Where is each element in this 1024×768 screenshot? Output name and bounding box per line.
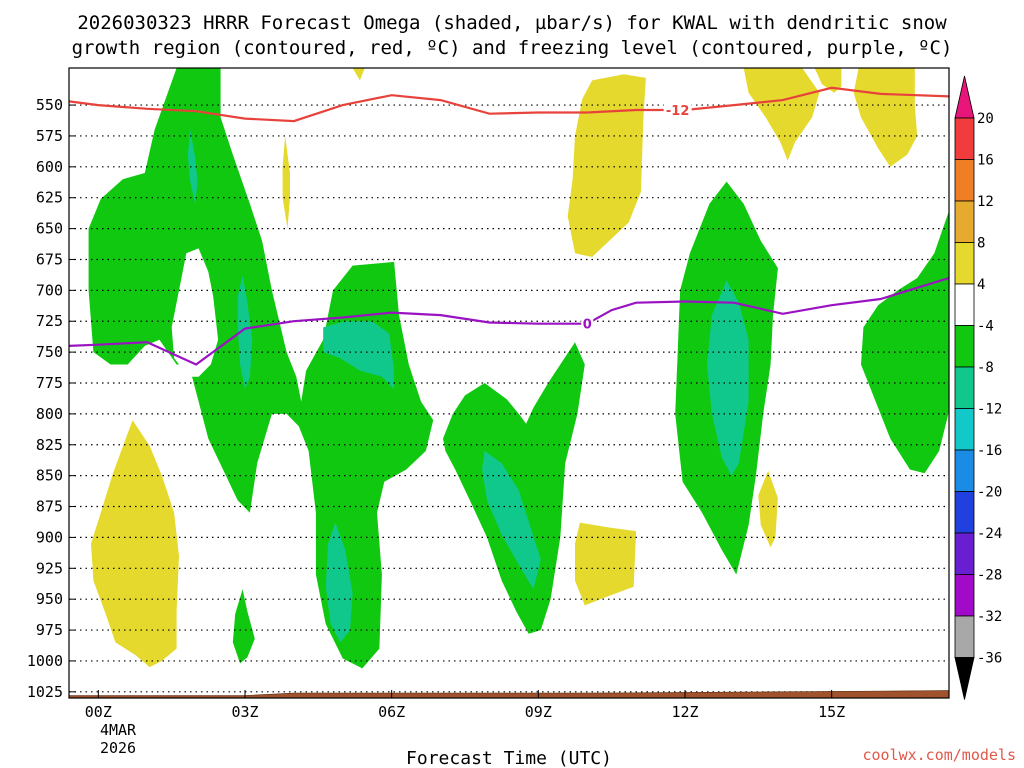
colorbar-label--32: -32 <box>977 609 1002 625</box>
chart-title-line1: 2026030323 HRRR Forecast Omega (shaded, … <box>77 12 947 34</box>
y-tick-label-925: 925 <box>36 559 63 577</box>
y-tick-label-825: 825 <box>36 436 63 454</box>
y-tick-label-850: 850 <box>36 467 63 485</box>
colorbar-label--8: -8 <box>977 360 994 376</box>
omega-region-7 <box>237 275 253 390</box>
omega-region-14 <box>352 68 365 81</box>
y-tick-label-725: 725 <box>36 312 63 330</box>
x-tick-label-03Z: 03Z <box>231 703 258 721</box>
y-tick-label-700: 700 <box>36 281 63 299</box>
colorbar-label-16: 16 <box>977 153 994 169</box>
colorbar-bin-4-to-8 <box>954 242 975 285</box>
y-tick-label-625: 625 <box>36 189 63 207</box>
omega-region-10 <box>482 450 541 590</box>
date-label-day: 4MAR <box>100 721 137 739</box>
y-tick-label-1000: 1000 <box>27 652 63 670</box>
colorbar-bin--24-to--20 <box>954 491 975 534</box>
omega-region-15 <box>567 74 646 257</box>
y-axis: 550 575 600 625 650 675 700 725 750 775 800 825 850 8… <box>27 96 76 701</box>
omega-region-16 <box>575 522 637 606</box>
colorbar-label--12: -12 <box>977 402 1002 418</box>
y-tick-label-800: 800 <box>36 405 63 423</box>
y-tick-label-550: 550 <box>36 96 63 114</box>
colorbar-label--20: -20 <box>977 485 1002 501</box>
colorbar-bin--32-to--28 <box>954 574 975 617</box>
y-tick-label-775: 775 <box>36 374 63 392</box>
colorbar-label--16: -16 <box>977 443 1002 459</box>
x-tick-label-06Z: 06Z <box>378 703 405 721</box>
colorbar-bin--8-to--4 <box>954 325 975 368</box>
omega-region-11 <box>707 280 749 476</box>
x-axis-label: Forecast Time (UTC) <box>406 748 612 768</box>
contour-lines: -12 0 <box>69 86 949 366</box>
freezing-level-contour-label-bg <box>581 315 594 331</box>
colorbar-bin--36-to--32 <box>954 615 975 658</box>
omega-region-2 <box>232 589 255 664</box>
x-tick-label-15Z: 15Z <box>818 703 845 721</box>
colorbar-label--24: -24 <box>977 526 1002 542</box>
freezing-level-contour-label: 0 <box>583 318 592 333</box>
omega-region-9 <box>325 522 353 643</box>
colorbar-bin--12-to--8 <box>954 366 975 409</box>
omega-region-17 <box>758 470 778 548</box>
y-tick-label-600: 600 <box>36 158 63 176</box>
colorbar-top-arrow <box>954 75 975 119</box>
omega-region-13 <box>282 135 290 229</box>
colorbar-bin--4-to-4 <box>954 283 975 326</box>
date-label-year: 2026 <box>100 739 136 757</box>
colorbar-label-4: 4 <box>977 277 985 293</box>
dgz-contour-label-bg <box>663 102 692 117</box>
colorbar-label--28: -28 <box>977 568 1002 584</box>
y-tick-label-575: 575 <box>36 127 63 145</box>
dgz-contour-line <box>69 86 949 123</box>
colorbar-label--36: -36 <box>977 651 1002 667</box>
omega-region-5 <box>861 210 949 474</box>
y-tick-label-1025: 1025 <box>27 683 63 701</box>
y-tick-label-875: 875 <box>36 498 63 516</box>
colorbar-bin-16-to-20 <box>954 117 975 160</box>
colorbar-label-20: 20 <box>977 111 994 127</box>
colorbar-label--4: -4 <box>977 319 994 335</box>
freezing-level-contour-line <box>69 276 949 366</box>
omega-shading <box>88 68 949 669</box>
chart-title-line2: growth region (contoured, red, ºC) and f… <box>72 37 953 59</box>
colorbar-bin-12-to-16 <box>954 159 975 202</box>
omega-region-1 <box>171 248 219 377</box>
y-tick-label-750: 750 <box>36 343 63 361</box>
colorbar-label-8: 8 <box>977 236 985 252</box>
x-tick-label-00Z: 00Z <box>85 703 112 721</box>
pressure-gridlines <box>69 104 949 693</box>
y-tick-label-650: 650 <box>36 220 63 238</box>
omega-region-18 <box>743 68 820 161</box>
colorbar-label-12: 12 <box>977 194 994 210</box>
omega-region-19 <box>814 68 842 93</box>
omega-region-8 <box>323 321 395 390</box>
x-tick-label-09Z: 09Z <box>525 703 552 721</box>
colorbar-bottom-arrow <box>954 657 975 700</box>
omega-region-0 <box>88 68 434 669</box>
y-tick-label-975: 975 <box>36 621 63 639</box>
x-axis: 00Z 03Z 06Z 09Z 12Z 15Z <box>85 690 845 721</box>
y-tick-label-675: 675 <box>36 250 63 268</box>
colorbar-bin--28-to--24 <box>954 532 975 575</box>
colorbar: 20 16 12 8 4 -4 -8 -12 -16 -20 -24 -28 -32 -36 <box>954 75 1002 700</box>
dgz-contour-label: -12 <box>666 104 690 119</box>
credit-label: coolwx.com/models <box>862 746 1016 764</box>
y-tick-label-950: 950 <box>36 590 63 608</box>
x-tick-label-12Z: 12Z <box>671 703 698 721</box>
omega-region-12 <box>91 420 179 668</box>
colorbar-bin--20-to--16 <box>954 449 975 492</box>
omega-region-20 <box>853 68 918 167</box>
colorbar-bin--16-to--12 <box>954 408 975 451</box>
omega-region-6 <box>187 129 198 204</box>
y-tick-label-900: 900 <box>36 528 63 546</box>
colorbar-bin-8-to-12 <box>954 200 975 243</box>
